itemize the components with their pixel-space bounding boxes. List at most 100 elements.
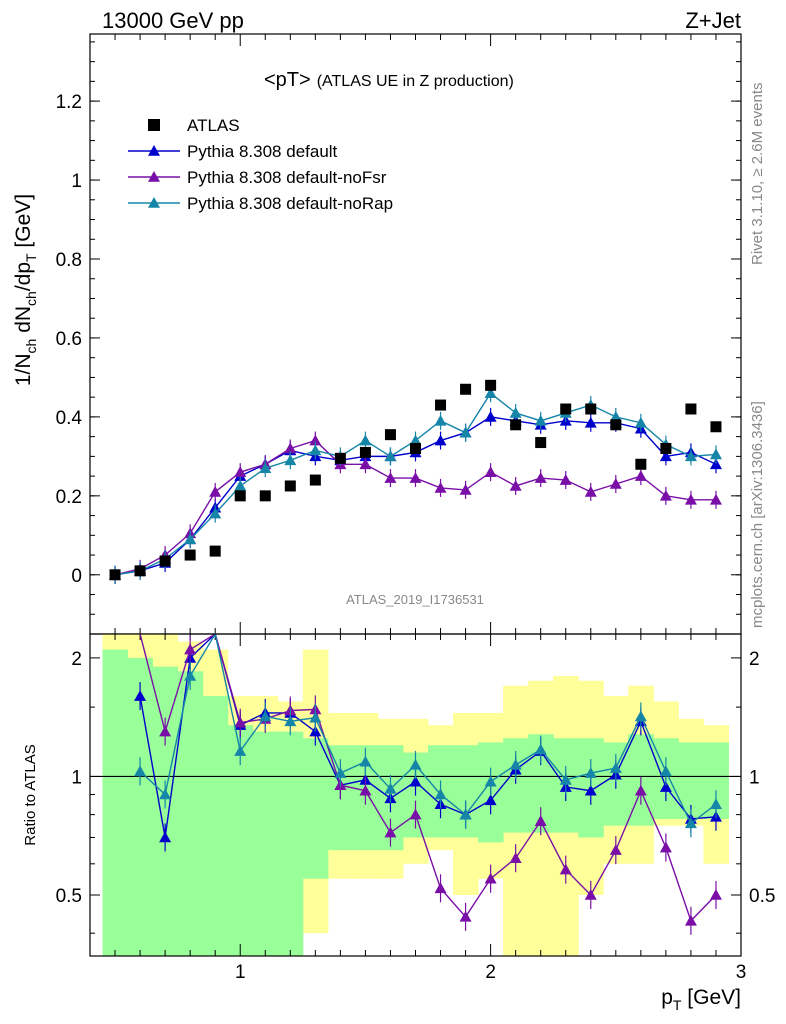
main-title: <pT> (ATLAS UE in Z production) xyxy=(264,69,514,91)
series-point xyxy=(684,493,697,505)
series-point xyxy=(184,533,197,545)
data-point xyxy=(610,419,622,431)
series-point xyxy=(484,410,497,422)
ratio-point xyxy=(509,758,522,770)
series-point xyxy=(209,507,222,519)
series-point xyxy=(709,448,722,460)
series-point xyxy=(609,478,622,489)
data-point xyxy=(309,474,321,486)
series-point xyxy=(584,485,597,497)
xlabel-p: p xyxy=(661,986,673,1009)
ratio-point xyxy=(434,788,447,800)
ratio-point xyxy=(184,643,197,655)
series-point xyxy=(234,466,247,477)
ylabel-sub3: T xyxy=(23,253,39,262)
ratio-point xyxy=(509,852,522,864)
ratio-point xyxy=(559,773,572,785)
ratio-point xyxy=(159,831,172,843)
data-point xyxy=(284,480,296,492)
series-point xyxy=(484,466,497,477)
ratio-plot: 0.5 0.5 1 1 2 2 1 2 3 Ratio to ATLAS pT [GeV] xyxy=(22,632,775,1013)
data-point xyxy=(685,403,697,415)
ylabel-unit: [GeV] xyxy=(12,194,35,254)
main-ytick-label: 0.8 xyxy=(56,250,82,271)
ratio-point xyxy=(409,808,422,820)
series-point xyxy=(509,406,522,418)
series-point xyxy=(209,485,222,497)
ratio-point xyxy=(709,798,722,810)
ratio-point xyxy=(634,710,647,722)
main-ytick-label: 1.2 xyxy=(56,92,82,113)
main-title-text: <pT> xyxy=(264,69,311,91)
series-point xyxy=(359,458,372,470)
ratio-point xyxy=(484,794,497,806)
header-left: 13000 GeV pp xyxy=(102,8,244,33)
series-point xyxy=(534,472,547,483)
band-inner xyxy=(152,666,179,956)
series-point xyxy=(509,479,522,491)
ratio-point xyxy=(584,784,597,796)
series-point xyxy=(359,434,372,446)
data-point xyxy=(660,442,672,454)
ratio-point xyxy=(659,781,672,792)
ratio-point xyxy=(334,767,347,778)
ratio-point xyxy=(684,914,697,926)
data-point xyxy=(510,419,522,431)
data-point xyxy=(159,555,171,567)
series-point xyxy=(284,454,297,466)
ratio-point xyxy=(584,767,597,778)
data-point xyxy=(209,545,221,557)
ratio-point xyxy=(159,788,172,800)
ratio-point xyxy=(534,743,547,755)
data-point xyxy=(535,437,547,449)
ratio-ytick-label-right: 1 xyxy=(749,767,760,788)
series-point xyxy=(634,416,647,428)
data-point xyxy=(710,421,722,433)
ylabel-sub1: ch xyxy=(23,339,39,354)
ratio-point xyxy=(609,762,622,773)
ratio-point xyxy=(134,765,147,777)
series-point xyxy=(634,470,647,481)
ratio-point xyxy=(584,888,597,900)
series-point xyxy=(434,414,447,426)
legend-marker xyxy=(148,145,160,156)
data-point xyxy=(184,549,196,561)
legend-marker xyxy=(148,197,160,208)
band-inner xyxy=(202,696,229,956)
legend-label: Pythia 8.308 default xyxy=(187,142,338,161)
main-ytick-label: 0.6 xyxy=(56,329,82,350)
xlabel-sub: T xyxy=(673,997,682,1013)
ratio-point xyxy=(709,888,722,900)
ratio-point xyxy=(384,826,397,838)
series-point xyxy=(559,474,572,485)
series-point xyxy=(309,434,322,446)
main-ytick-label: 0.4 xyxy=(56,408,83,429)
ratio-point xyxy=(434,882,447,894)
ratio-ticks: 0.5 0.5 1 1 2 2 1 2 3 xyxy=(56,634,775,983)
ratio-point xyxy=(234,716,247,728)
legend-marker xyxy=(148,171,160,182)
ratio-point xyxy=(609,844,622,855)
ratio-point xyxy=(659,765,672,777)
ratio-series-layer xyxy=(134,632,722,935)
ratio-xtick-label: 1 xyxy=(235,962,246,983)
x-axis-label: pT [GeV] xyxy=(661,986,741,1013)
main-ytick-label: 1 xyxy=(71,171,82,192)
series-point xyxy=(259,462,272,474)
ylabel-part1: 1/N xyxy=(12,353,35,386)
series-point xyxy=(484,387,497,399)
data-point xyxy=(435,399,447,411)
legend-label: Pythia 8.308 default-noFsr xyxy=(187,168,387,187)
mcplots-label: mcplots.cern.ch [arXiv:1306.3436] xyxy=(749,401,766,628)
ratio-plot-frame xyxy=(89,633,742,957)
series-point xyxy=(434,434,447,446)
main-subtitle: (ATLAS UE in Z production) xyxy=(317,73,514,90)
ylabel-sub2: ch xyxy=(23,291,39,306)
series-point xyxy=(534,414,547,426)
ratio-ytick-label-right: 0.5 xyxy=(749,886,775,907)
data-point xyxy=(109,569,121,581)
ratio-series-line-2 xyxy=(139,632,717,825)
watermark: ATLAS_2019_I1736531 xyxy=(346,592,484,607)
data-point xyxy=(384,429,396,441)
